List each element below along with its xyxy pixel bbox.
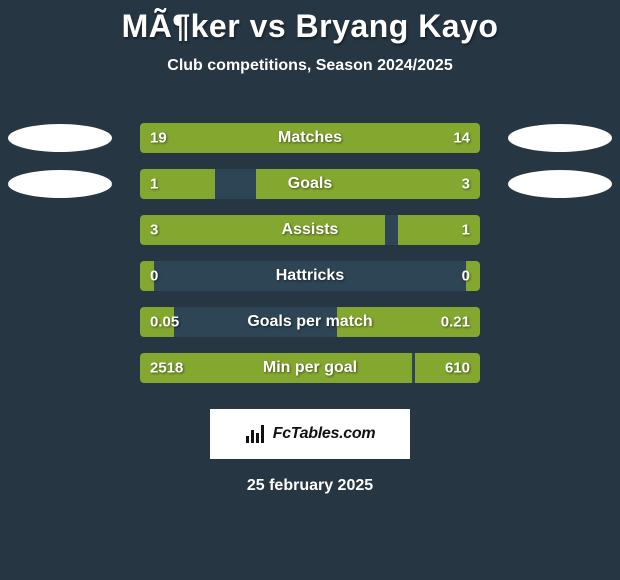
- stats-block: 1914Matches 13Goals 31Assists 00Hattricks 0.…: [0, 115, 620, 391]
- stat-bar: 00Hattricks: [140, 261, 480, 291]
- subtitle: Club competitions, Season 2024/2025: [0, 57, 620, 75]
- stat-bar-fill-right: [337, 123, 480, 153]
- stat-label: Hattricks: [140, 267, 480, 285]
- stat-bar: 1914Matches: [140, 123, 480, 153]
- player-left-ellipse: [8, 124, 112, 152]
- stat-row: 2518610Min per goal: [0, 345, 620, 391]
- stat-bar-fill-right: [466, 261, 480, 291]
- stat-bar-fill-left: [140, 215, 385, 245]
- stat-bar: 13Goals: [140, 169, 480, 199]
- stat-row: 00Hattricks: [0, 253, 620, 299]
- stat-bar-fill-right: [415, 353, 480, 383]
- bars-icon: [245, 424, 269, 444]
- stat-bar-fill-right: [256, 169, 480, 199]
- stat-row: 0.050.21Goals per match: [0, 299, 620, 345]
- comparison-infographic: MÃ¶ker vs Bryang Kayo Club competitions,…: [0, 0, 620, 580]
- attribution-badge: FcTables.com: [210, 409, 410, 459]
- date-text: 25 february 2025: [0, 477, 620, 495]
- stat-bar-fill-left: [140, 261, 154, 291]
- stat-bar: 2518610Min per goal: [140, 353, 480, 383]
- attribution-text: FcTables.com: [273, 425, 376, 443]
- stat-bar-fill-left: [140, 353, 412, 383]
- stat-bar-fill-right: [337, 307, 480, 337]
- stat-bar-fill-left: [140, 123, 337, 153]
- stat-bar-fill-right: [398, 215, 480, 245]
- stat-bar-fill-left: [140, 169, 215, 199]
- player-right-ellipse: [508, 124, 612, 152]
- page-title: MÃ¶ker vs Bryang Kayo: [0, 8, 620, 45]
- stat-row: 13Goals: [0, 161, 620, 207]
- player-right-ellipse: [508, 170, 612, 198]
- stat-row: 31Assists: [0, 207, 620, 253]
- stat-bar: 0.050.21Goals per match: [140, 307, 480, 337]
- player-left-ellipse: [8, 170, 112, 198]
- stat-bar: 31Assists: [140, 215, 480, 245]
- stat-bar-fill-left: [140, 307, 174, 337]
- stat-row: 1914Matches: [0, 115, 620, 161]
